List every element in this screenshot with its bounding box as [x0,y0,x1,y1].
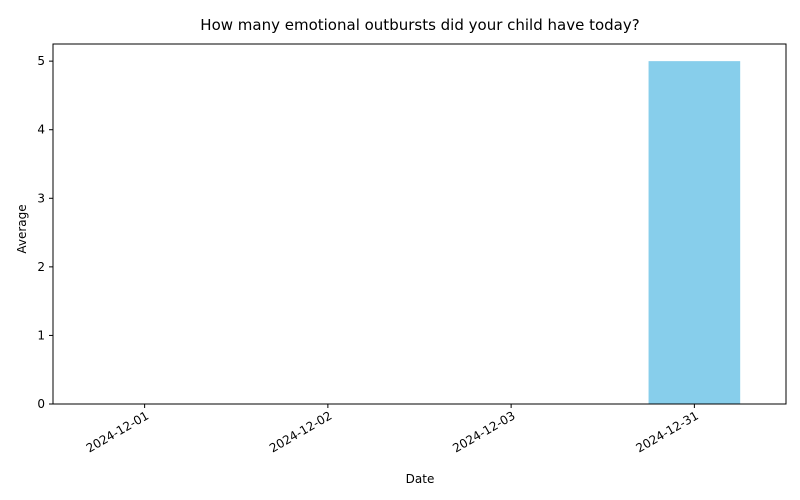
y-axis-label: Average [15,204,29,253]
y-tick-label: 1 [37,328,45,342]
y-tick-label: 3 [37,191,45,205]
y-tick-label: 0 [37,397,45,411]
y-tick-label: 5 [37,54,45,68]
chart-title: How many emotional outbursts did your ch… [200,16,639,34]
x-axis-label: Date [406,472,435,486]
y-tick-label: 2 [37,260,45,274]
y-tick-label: 4 [37,123,45,137]
plot-frame [52,43,787,405]
bar-2024-12-31 [648,61,741,404]
